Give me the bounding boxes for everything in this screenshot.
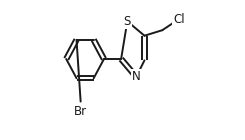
Text: Br: Br: [74, 105, 87, 118]
Text: Cl: Cl: [173, 13, 184, 26]
Text: S: S: [124, 15, 131, 28]
Text: N: N: [132, 70, 141, 83]
